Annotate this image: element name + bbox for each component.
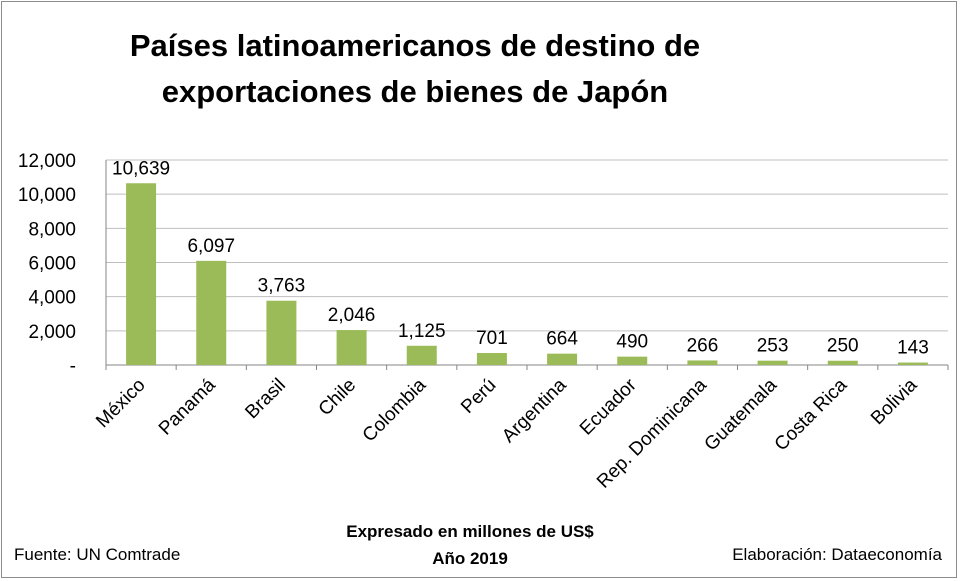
bar [547,353,578,365]
data-label: 701 [476,328,508,349]
bar [897,362,928,365]
y-tick-label: 8,000 [28,219,76,240]
bar [406,345,437,365]
bar [617,356,648,365]
data-label: 10,639 [112,158,170,179]
data-label: 250 [827,336,859,357]
x-tick-label: Argentina [498,374,571,447]
credit-note: Elaboración: Dataeconomía [732,545,942,564]
x-tick-label: Guatemala [701,374,782,455]
data-label: 490 [616,332,648,353]
data-label: 143 [897,338,929,359]
chart-title-line-2: exportaciones de bienes de Japón [161,74,669,109]
chart-title-line-1: Países latinoamericanos de destino de [129,28,701,63]
source-note: Fuente: UN Comtrade [14,545,181,564]
x-tick-label: Colombia [359,374,431,446]
x-tick-label: Brasil [242,375,290,423]
y-tick-label: 4,000 [28,288,76,309]
bar [126,183,157,365]
x-tick-label: México [92,375,149,432]
bar [336,330,367,365]
bar [757,360,788,365]
y-tick-label: - [70,356,76,377]
data-label: 664 [546,329,578,350]
bar [266,300,297,365]
data-label: 2,046 [328,305,376,326]
x-tick-label: Bolivia [867,374,922,429]
x-axis-label-line-1: Expresado en millones de US$ [346,522,594,541]
y-tick-label: 12,000 [18,151,76,172]
data-label: 266 [687,335,719,356]
data-label: 3,763 [258,276,306,297]
x-tick-label: Panamá [155,374,220,439]
x-tick-label: Ecuador [576,374,641,439]
y-tick-label: 2,000 [28,322,76,343]
data-label: 253 [757,336,789,357]
x-tick-label: Costa Rica [771,374,852,455]
x-tick-label: Perú [457,375,500,418]
data-label: 1,125 [398,321,446,342]
data-label: 6,097 [187,236,235,257]
bar [476,353,507,365]
bar [196,260,227,365]
bar [687,360,718,365]
y-tick-label: 10,000 [18,185,76,206]
x-axis-label-line-2: Año 2019 [432,549,508,568]
x-tick-label: Chile [315,375,360,420]
bar [827,360,858,365]
y-tick-label: 6,000 [28,254,76,275]
